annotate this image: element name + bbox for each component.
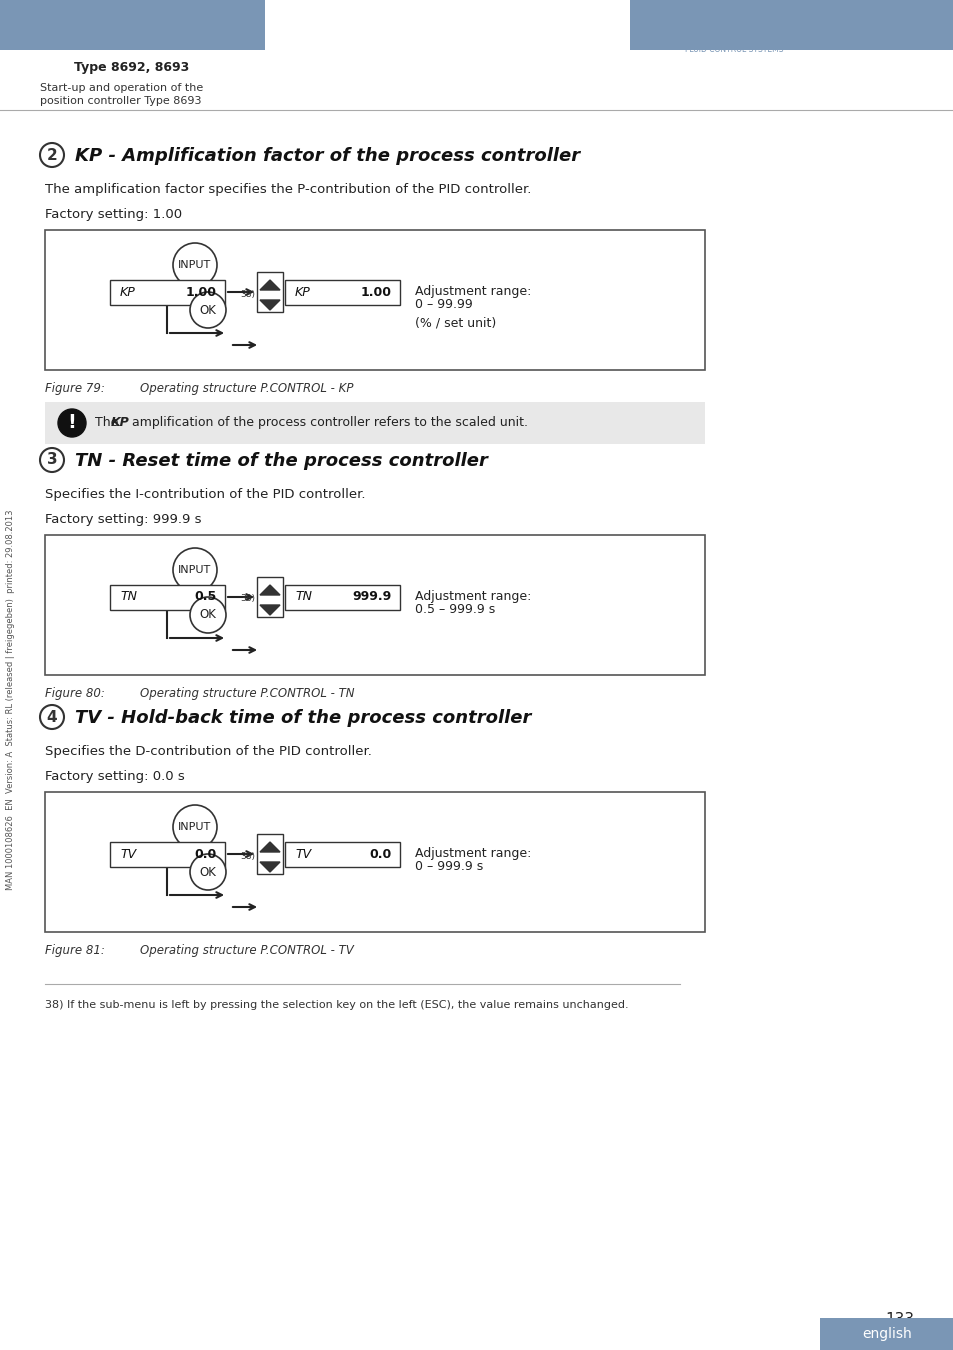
Bar [110, 842, 225, 867]
Text: 0.0: 0.0 [194, 848, 216, 860]
Text: 0.5 – 999.9 s: 0.5 – 999.9 s [415, 603, 495, 616]
Circle shape [40, 143, 64, 167]
Text: 0.0: 0.0 [370, 848, 392, 860]
Text: OK: OK [199, 609, 216, 621]
Text: TN - Reset time of the process controller: TN - Reset time of the process controlle… [75, 452, 487, 470]
Text: KP: KP [294, 285, 311, 298]
Text: Figure 80:: Figure 80: [45, 687, 105, 701]
Text: 4: 4 [47, 710, 57, 725]
Text: 3: 3 [47, 452, 57, 467]
Text: 133: 133 [884, 1312, 914, 1327]
Polygon shape [260, 279, 280, 290]
Bar [676, 22, 679, 26]
Text: MAN 1000108626  EN  Version: A  Status: RL (released | freigegeben)  printed: 29: MAN 1000108626 EN Version: A Status: RL … [7, 510, 15, 890]
Text: 38): 38) [240, 289, 254, 298]
Text: Figure 79:: Figure 79: [45, 382, 105, 396]
Text: The: The [95, 416, 122, 429]
Text: 0 – 99.99: 0 – 99.99 [415, 298, 473, 311]
Circle shape [190, 855, 226, 890]
Polygon shape [260, 842, 280, 852]
Bar [45, 535, 704, 675]
Text: INPUT: INPUT [178, 822, 212, 832]
Text: 2: 2 [47, 147, 57, 162]
Bar [820, 1318, 953, 1350]
Text: (% / set unit): (% / set unit) [415, 316, 496, 329]
Text: Factory setting: 1.00: Factory setting: 1.00 [45, 208, 182, 221]
Bar [45, 792, 704, 931]
Circle shape [172, 805, 216, 849]
Bar [256, 271, 283, 312]
Bar [629, 0, 953, 50]
Text: Operating structure P.CONTROL - TN: Operating structure P.CONTROL - TN [140, 687, 355, 701]
Text: Operating structure P.CONTROL - KP: Operating structure P.CONTROL - KP [140, 382, 354, 396]
Circle shape [172, 548, 216, 593]
Circle shape [172, 243, 216, 288]
Text: 38): 38) [240, 594, 254, 603]
Text: Adjustment range:: Adjustment range: [415, 285, 531, 298]
Bar [669, 31, 744, 32]
Text: !: ! [68, 413, 76, 432]
Text: INPUT: INPUT [178, 566, 212, 575]
Bar [0, 0, 265, 50]
Circle shape [190, 597, 226, 633]
Circle shape [40, 448, 64, 472]
Text: 38) If the sub-menu is left by pressing the selection key on the left (ESC), the: 38) If the sub-menu is left by pressing … [45, 1000, 628, 1010]
Text: TN: TN [294, 590, 312, 603]
Polygon shape [260, 605, 280, 616]
Text: Factory setting: 0.0 s: Factory setting: 0.0 s [45, 769, 185, 783]
Text: Adjustment range:: Adjustment range: [415, 846, 531, 860]
Text: burkert: burkert [684, 20, 789, 45]
Text: Type 8692, 8693: Type 8692, 8693 [74, 62, 190, 74]
Bar [285, 279, 399, 305]
Text: Factory setting: 999.9 s: Factory setting: 999.9 s [45, 513, 201, 526]
Text: FLUID CONTROL SYSTEMS: FLUID CONTROL SYSTEMS [684, 46, 782, 54]
Text: TN: TN [120, 590, 137, 603]
Text: KP - Amplification factor of the process controller: KP - Amplification factor of the process… [75, 147, 579, 165]
Text: TV - Hold-back time of the process controller: TV - Hold-back time of the process contr… [75, 709, 531, 728]
Text: INPUT: INPUT [178, 261, 212, 270]
Text: 999.9: 999.9 [353, 590, 392, 603]
Text: Specifies the D-contribution of the PID controller.: Specifies the D-contribution of the PID … [45, 745, 372, 757]
Bar [110, 585, 225, 610]
Bar [110, 279, 225, 305]
Circle shape [190, 292, 226, 328]
Text: Figure 81:: Figure 81: [45, 944, 105, 957]
Text: Specifies the I-contribution of the PID controller.: Specifies the I-contribution of the PID … [45, 487, 365, 501]
Polygon shape [260, 585, 280, 595]
Text: KP: KP [111, 416, 130, 429]
Text: 0 – 999.9 s: 0 – 999.9 s [415, 860, 483, 873]
Text: 1.00: 1.00 [186, 285, 216, 298]
Text: 38): 38) [240, 852, 254, 860]
Text: OK: OK [199, 304, 216, 316]
Polygon shape [260, 863, 280, 872]
Text: KP: KP [120, 285, 135, 298]
Text: 1.00: 1.00 [360, 285, 392, 298]
Bar [45, 402, 704, 444]
Bar [669, 22, 673, 26]
Bar [285, 842, 399, 867]
Text: Adjustment range:: Adjustment range: [415, 590, 531, 603]
Bar [45, 230, 704, 370]
Text: amplification of the process controller refers to the scaled unit.: amplification of the process controller … [128, 416, 527, 429]
Text: Operating structure P.CONTROL - TV: Operating structure P.CONTROL - TV [140, 944, 354, 957]
Circle shape [58, 409, 86, 437]
Bar [285, 585, 399, 610]
Text: Start-up and operation of the: Start-up and operation of the [40, 82, 203, 93]
Bar [256, 834, 283, 873]
Bar [681, 22, 685, 26]
Text: english: english [862, 1327, 911, 1341]
Circle shape [40, 705, 64, 729]
Polygon shape [260, 300, 280, 310]
Text: The amplification factor specifies the P-contribution of the PID controller.: The amplification factor specifies the P… [45, 184, 531, 196]
Text: OK: OK [199, 865, 216, 879]
Text: TV: TV [120, 848, 136, 860]
Text: TV: TV [294, 848, 311, 860]
Bar [256, 576, 283, 617]
Text: position controller Type 8693: position controller Type 8693 [40, 96, 201, 107]
Text: 0.5: 0.5 [194, 590, 216, 603]
